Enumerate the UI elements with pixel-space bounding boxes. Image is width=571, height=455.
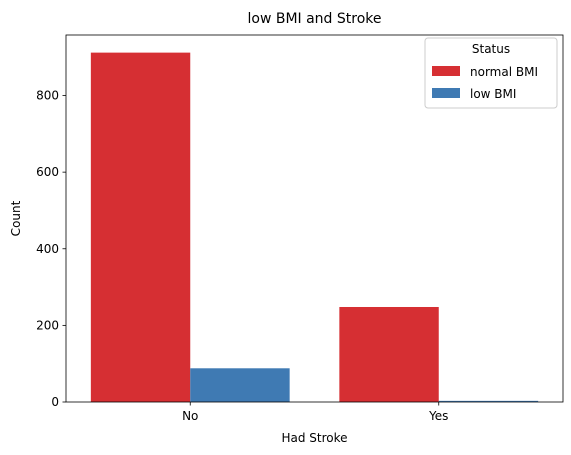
x-tick-label: Yes (428, 409, 448, 423)
legend-label: normal BMI (470, 65, 538, 79)
y-tick-label: 600 (36, 165, 59, 179)
y-tick-label: 400 (36, 242, 59, 256)
y-axis: 0 200 400 600 800 (36, 89, 66, 409)
bar-normal-bmi-yes (339, 306, 439, 402)
chart-title: low BMI and Stroke (247, 11, 381, 27)
x-tick-label: No (182, 409, 198, 423)
legend-swatch (432, 88, 460, 98)
bar-low-bmi-yes (438, 400, 539, 402)
legend-title: Status (472, 42, 510, 56)
legend-swatch (432, 66, 460, 76)
bar-normal-bmi-no (90, 52, 191, 402)
legend-label: low BMI (470, 87, 516, 101)
plot-frame (65, 34, 564, 403)
y-tick-label: 200 (36, 318, 59, 332)
x-axis: No Yes (182, 402, 448, 423)
legend: Status normal BMI low BMI (424, 37, 558, 109)
y-axis-label: Count (9, 200, 23, 236)
x-axis-label: Had Stroke (281, 431, 347, 445)
bars-layer (90, 52, 539, 402)
bar-low-bmi-no (190, 368, 290, 402)
y-tick-label: 800 (36, 89, 59, 103)
y-tick-label: 0 (51, 395, 59, 409)
